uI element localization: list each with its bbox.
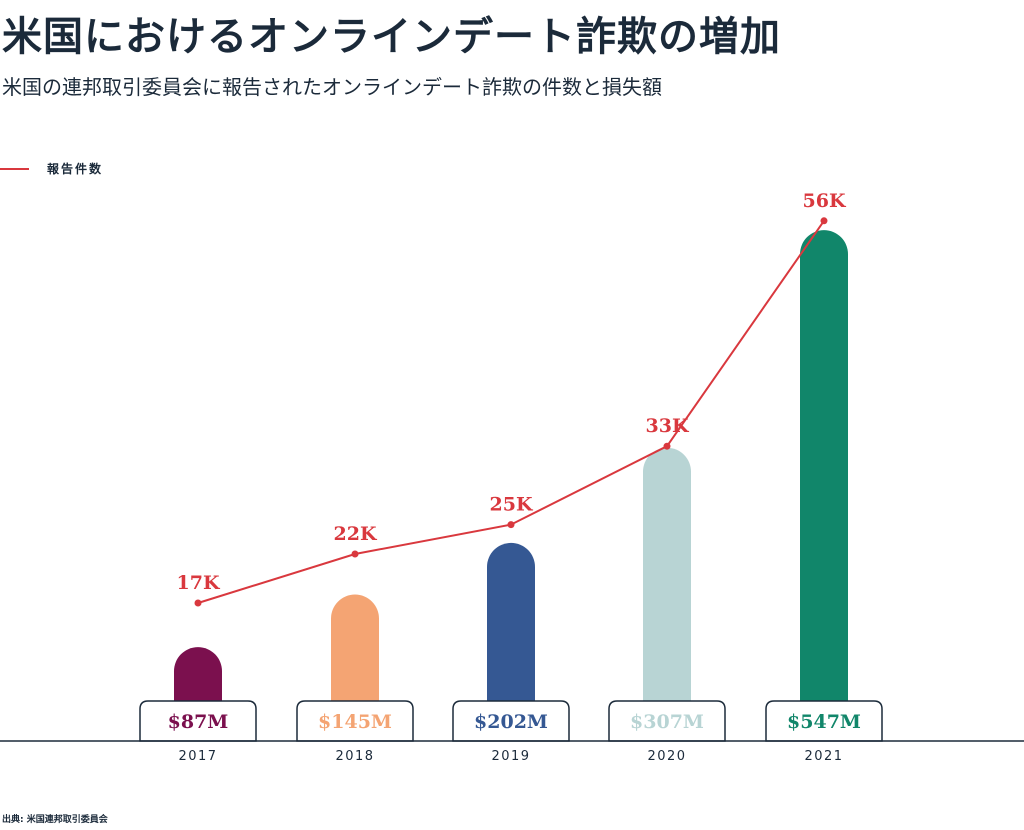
line-data-label: 56K <box>803 190 847 212</box>
bar-label-box <box>765 700 883 742</box>
legend-line-swatch <box>0 167 29 170</box>
legend: 報告件数 <box>0 160 103 177</box>
bar-value-label: $202M <box>474 711 548 733</box>
bar-label-box <box>296 700 414 742</box>
x-tick-label: 2019 <box>491 749 530 764</box>
x-tick-label: 2020 <box>647 749 686 764</box>
source-note: 出典: 米国連邦取引委員会 <box>2 815 108 825</box>
bar-label-box <box>452 700 570 742</box>
bar-2021 <box>800 230 848 741</box>
legend-label: 報告件数 <box>47 162 104 176</box>
bar-value-label: $307M <box>630 711 704 733</box>
line-point <box>507 521 515 529</box>
x-tick-label: 2021 <box>804 749 843 764</box>
line-point <box>351 550 359 558</box>
x-tick-label: 2018 <box>335 749 374 764</box>
line-point <box>820 217 828 225</box>
line-data-label: 22K <box>334 523 378 545</box>
bar-value-label: $145M <box>318 711 392 733</box>
bar-2020 <box>643 447 691 741</box>
bar-label-box <box>608 700 726 742</box>
chart-subtitle: 米国の連邦取引委員会に報告されたオンラインデート詐欺の件数と損失額 <box>2 75 662 99</box>
bar-value-label: $547M <box>787 711 861 733</box>
chart-title: 米国におけるオンラインデート詐欺の増加 <box>2 13 781 60</box>
bar-value-label: $87M <box>168 711 229 733</box>
line-data-label: 25K <box>490 494 534 516</box>
x-tick-label: 2017 <box>178 749 217 764</box>
bar-2019 <box>487 542 535 741</box>
bar-label-box <box>139 700 257 742</box>
line-data-label: 33K <box>646 415 690 437</box>
line-point <box>194 599 202 607</box>
line-data-label: 17K <box>177 572 221 594</box>
line-point <box>663 442 671 450</box>
